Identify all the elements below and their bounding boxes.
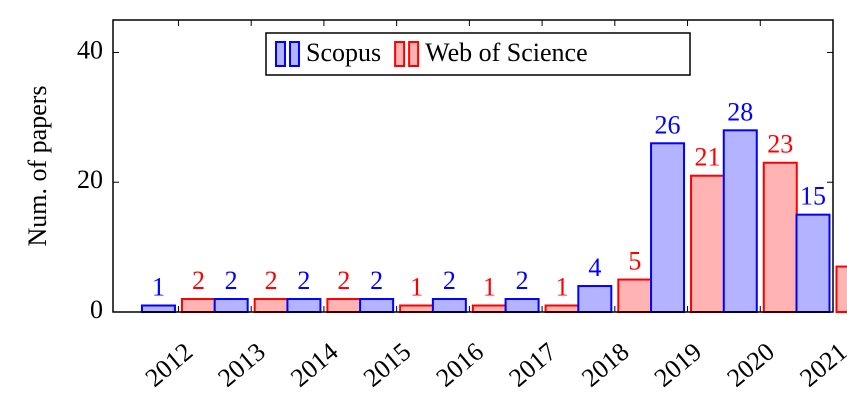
data-label: 4 bbox=[588, 253, 601, 282]
x-tick-label: 2014 bbox=[285, 337, 343, 393]
bar bbox=[431, 298, 467, 313]
data-label: 21 bbox=[695, 143, 721, 172]
y-tick-label: 0 bbox=[90, 295, 103, 324]
legend-swatch bbox=[275, 41, 286, 67]
legend-swatch bbox=[289, 41, 300, 67]
data-label: 5 bbox=[628, 247, 641, 276]
data-label: 2 bbox=[265, 266, 278, 295]
plot-frame bbox=[112, 19, 834, 313]
bar bbox=[544, 304, 580, 313]
x-tick-label: 2012 bbox=[140, 337, 198, 393]
legend: Scopus Web of Science bbox=[265, 32, 691, 76]
data-label: 28 bbox=[727, 97, 753, 126]
data-label: 2 bbox=[370, 266, 383, 295]
x-tick-label: 2018 bbox=[576, 337, 634, 393]
legend-swatch bbox=[394, 41, 406, 67]
data-label: 2 bbox=[192, 266, 205, 295]
data-label: 15 bbox=[800, 182, 826, 211]
legend-label: Web of Science bbox=[425, 38, 588, 67]
bar bbox=[140, 304, 176, 313]
bar bbox=[795, 213, 831, 314]
bar bbox=[722, 129, 758, 313]
data-label: 2 bbox=[225, 266, 238, 295]
x-tick-label: 2019 bbox=[649, 337, 707, 393]
x-tick-label: 2017 bbox=[503, 337, 561, 393]
y-tick-label: 20 bbox=[77, 165, 103, 194]
bar bbox=[835, 265, 847, 314]
data-label: 2 bbox=[337, 266, 350, 295]
bar bbox=[213, 298, 249, 313]
data-label: 2 bbox=[297, 266, 310, 295]
data-label: 1 bbox=[483, 272, 496, 301]
x-tick-label: 2013 bbox=[212, 337, 270, 393]
data-label: 2 bbox=[516, 266, 529, 295]
bar bbox=[326, 298, 362, 313]
y-tick-label: 40 bbox=[77, 35, 103, 64]
data-label: 2 bbox=[443, 266, 456, 295]
bar bbox=[650, 142, 686, 313]
bar bbox=[690, 174, 726, 313]
data-label: 1 bbox=[152, 272, 165, 301]
x-tick-label: 2016 bbox=[431, 337, 489, 393]
data-label: 1 bbox=[410, 272, 423, 301]
x-tick-label: 2021 bbox=[794, 337, 847, 393]
x-tick-label: 2020 bbox=[721, 337, 779, 393]
bar bbox=[471, 304, 507, 313]
bar bbox=[399, 304, 435, 313]
bar bbox=[617, 278, 653, 313]
bar bbox=[286, 298, 322, 313]
bar bbox=[359, 298, 395, 313]
bar bbox=[180, 298, 216, 313]
bar bbox=[253, 298, 289, 313]
bar bbox=[577, 285, 613, 313]
y-axis-label: Num. of papers bbox=[23, 85, 52, 246]
data-label: 1 bbox=[556, 272, 569, 301]
bar bbox=[504, 298, 540, 313]
legend-box bbox=[265, 32, 691, 76]
x-tick-label: 2015 bbox=[358, 337, 416, 393]
legend-swatch bbox=[408, 41, 420, 67]
data-label: 26 bbox=[655, 110, 681, 139]
bar bbox=[762, 161, 798, 313]
legend-label: Scopus bbox=[306, 38, 381, 67]
data-label: 23 bbox=[767, 130, 793, 159]
